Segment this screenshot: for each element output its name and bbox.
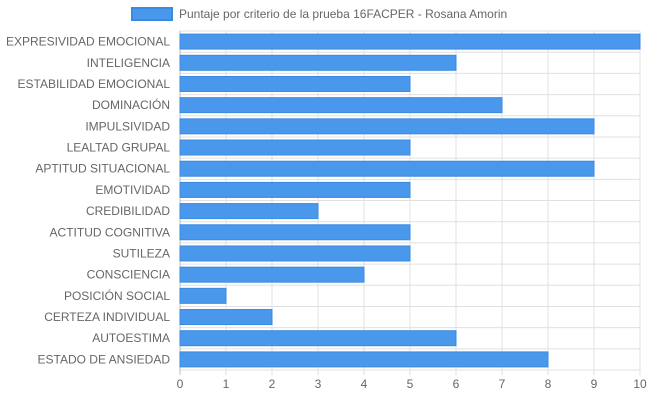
- category-label: ESTADO DE ANSIEDAD: [38, 352, 171, 366]
- category-label: ACTITUD COGNITIVA: [50, 225, 170, 239]
- grid: [179, 30, 641, 375]
- legend[interactable]: Puntaje por criterio de la prueba 16FACP…: [131, 7, 507, 21]
- category-label: AUTOESTIMA: [92, 331, 170, 345]
- y-axis-labels: EXPRESIVIDAD EMOCIONAL INTELIGENCIA ESTABI…: [6, 35, 170, 367]
- category-label: INTELIGENCIA: [87, 56, 170, 70]
- x-tick-label: 3: [315, 377, 322, 391]
- x-tick-label: 9: [591, 377, 598, 391]
- bars: [179, 33, 641, 368]
- x-tick-label: 7: [499, 377, 506, 391]
- x-tick-label: 10: [633, 377, 647, 391]
- category-label: CERTEZA INDIVIDUAL: [44, 310, 170, 324]
- x-axis-labels: 0 1 2 3 4 5 6 7 8 9 10: [177, 377, 647, 391]
- category-label: EXPRESIVIDAD EMOCIONAL: [6, 35, 170, 49]
- bar[interactable]: [179, 330, 457, 347]
- category-label: IMPULSIVIDAD: [85, 119, 170, 133]
- x-tick-label: 2: [269, 377, 276, 391]
- x-tick-label: 6: [453, 377, 460, 391]
- bar[interactable]: [179, 203, 319, 220]
- bar[interactable]: [179, 54, 457, 71]
- category-label: SUTILEZA: [113, 246, 170, 260]
- x-tick-label: 0: [177, 377, 184, 391]
- bar[interactable]: [179, 224, 411, 241]
- category-label: DOMINACIÓN: [92, 97, 170, 112]
- bar[interactable]: [179, 97, 503, 114]
- bar[interactable]: [179, 160, 595, 177]
- legend-swatch: [131, 7, 173, 21]
- x-tick-label: 4: [361, 377, 368, 391]
- category-label: CREDIBILIDAD: [86, 204, 170, 218]
- bar[interactable]: [179, 75, 411, 92]
- bar[interactable]: [179, 266, 365, 283]
- x-tick-label: 5: [407, 377, 414, 391]
- bar[interactable]: [179, 181, 411, 198]
- bar[interactable]: [179, 309, 273, 326]
- category-label: POSICIÓN SOCIAL: [64, 288, 170, 303]
- category-label: ESTABILIDAD EMOCIONAL: [18, 77, 171, 91]
- bar[interactable]: [179, 351, 549, 368]
- bar[interactable]: [179, 118, 595, 135]
- bar[interactable]: [179, 33, 641, 50]
- legend-label: Puntaje por criterio de la prueba 16FACP…: [179, 7, 507, 21]
- bar[interactable]: [179, 139, 411, 156]
- category-label: LEALTAD GRUPAL: [67, 141, 171, 155]
- bar[interactable]: [179, 245, 411, 262]
- category-label: APTITUD SITUACIONAL: [35, 162, 170, 176]
- category-label: EMOTIVIDAD: [95, 183, 170, 197]
- x-tick-label: 8: [545, 377, 552, 391]
- x-tick-label: 1: [223, 377, 230, 391]
- bar[interactable]: [179, 287, 227, 304]
- category-label: CONSCIENCIA: [87, 268, 170, 282]
